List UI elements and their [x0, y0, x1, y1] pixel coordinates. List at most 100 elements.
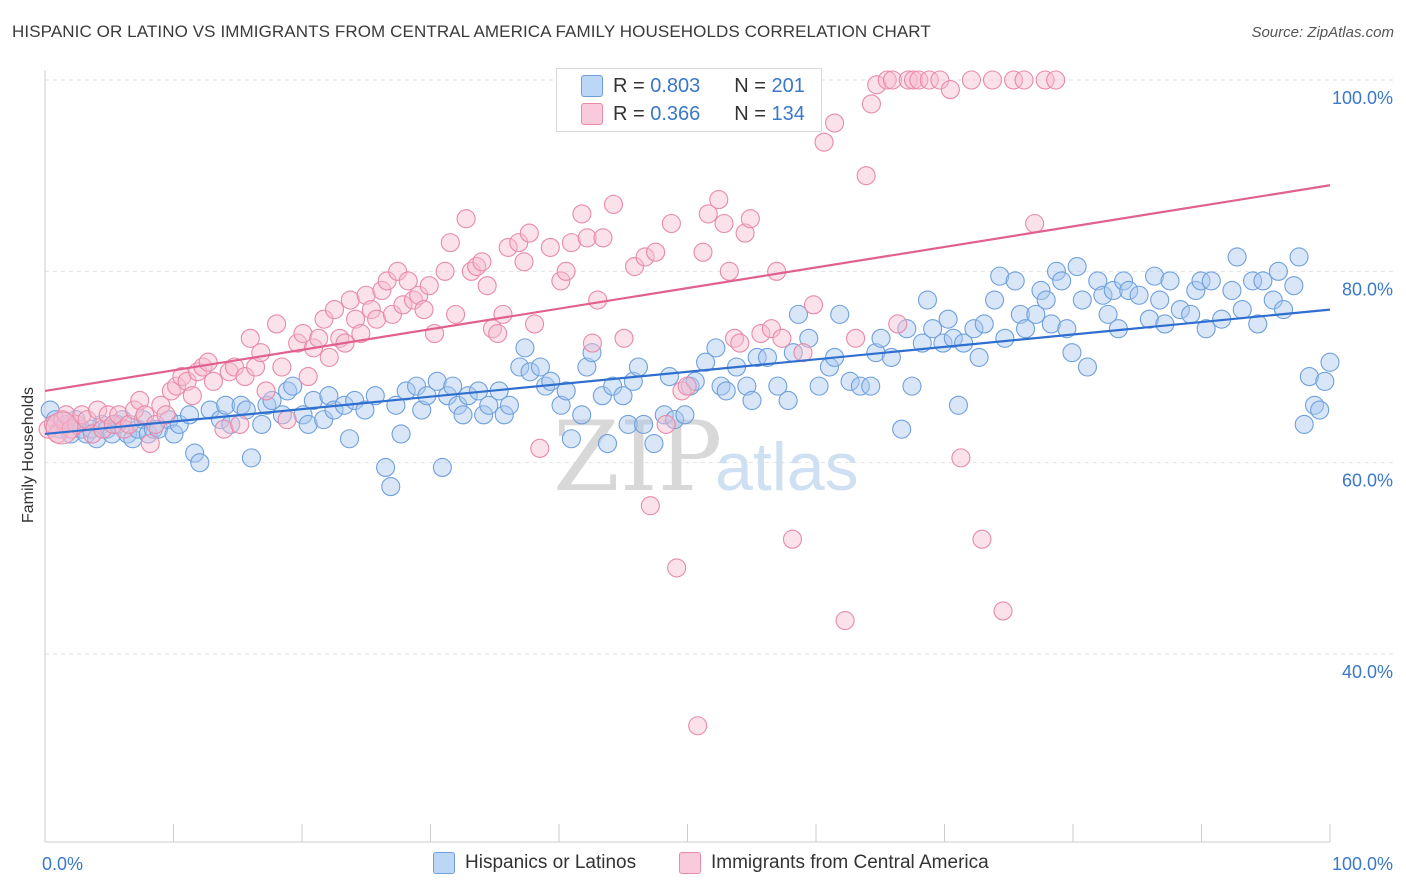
- point-central-america: [751, 323, 771, 344]
- point-central-america: [603, 194, 624, 214]
- point-hispanic: [969, 347, 989, 367]
- point-central-america: [993, 601, 1013, 621]
- point-hispanic: [376, 457, 396, 478]
- point-central-america: [230, 414, 250, 434]
- bottom-legend-swatch-pink: [679, 852, 701, 874]
- point-hispanic: [541, 371, 561, 391]
- point-central-america: [293, 323, 313, 344]
- point-hispanic: [613, 386, 633, 406]
- point-central-america: [324, 300, 345, 320]
- point-central-america: [556, 261, 576, 281]
- point-hispanic: [185, 443, 205, 463]
- point-central-america: [414, 300, 434, 320]
- point-hispanic: [706, 338, 726, 358]
- point-central-america: [1025, 213, 1045, 234]
- point-hispanic: [871, 328, 891, 348]
- point-central-america: [382, 304, 402, 324]
- point-hispanic: [850, 376, 870, 396]
- point-central-america: [98, 405, 118, 425]
- point-central-america: [593, 228, 613, 248]
- point-central-america: [846, 328, 866, 348]
- point-central-america: [446, 304, 466, 324]
- point-hispanic: [742, 390, 762, 411]
- point-hispanic: [1170, 300, 1190, 320]
- bottom-legend-item-hispanic: Hispanics or Latinos: [433, 852, 636, 874]
- point-hispanic: [1310, 400, 1330, 420]
- point-hispanic: [1294, 414, 1314, 434]
- point-hispanic: [1222, 280, 1242, 301]
- point-hispanic: [314, 410, 334, 430]
- point-hispanic: [582, 343, 602, 363]
- point-central-america: [903, 70, 924, 90]
- point-hispanic: [954, 333, 974, 353]
- point-central-america: [509, 233, 529, 253]
- point-hispanic: [788, 304, 809, 324]
- legend-n-label: N =: [734, 102, 766, 125]
- point-hispanic: [1191, 271, 1211, 291]
- point-hispanic: [634, 414, 654, 434]
- legend-n-label: N =: [734, 74, 766, 97]
- point-central-america: [309, 328, 329, 348]
- point-central-america: [277, 410, 297, 430]
- point-central-america: [514, 252, 534, 272]
- point-hispanic: [1077, 357, 1097, 377]
- point-central-america: [940, 80, 960, 100]
- point-hispanic: [716, 381, 736, 401]
- point-central-america: [356, 285, 376, 305]
- point-hispanic: [1284, 276, 1304, 296]
- point-hispanic: [1248, 314, 1268, 334]
- source-label: Source: ZipAtlas.com: [1251, 24, 1394, 41]
- point-hispanic: [432, 457, 452, 478]
- point-central-america: [156, 405, 176, 425]
- point-hispanic: [262, 390, 282, 411]
- point-central-america: [346, 309, 366, 329]
- point-hispanic: [1005, 271, 1025, 291]
- point-hispanic: [303, 390, 323, 411]
- point-central-america: [251, 343, 271, 363]
- point-central-america: [267, 314, 287, 334]
- point-hispanic: [1088, 271, 1108, 291]
- point-hispanic: [530, 357, 550, 377]
- point-central-america: [224, 357, 245, 377]
- trend-line-hispanic: [44, 308, 1331, 436]
- legend-row-hispanic: R = 0.803 N = 201: [557, 73, 805, 99]
- point-hispanic: [1036, 290, 1056, 310]
- point-central-america: [882, 70, 903, 90]
- point-central-america: [435, 261, 455, 281]
- point-hispanic: [892, 419, 912, 439]
- bottom-legend-label: Immigrants from Central America: [711, 852, 989, 873]
- point-central-america: [319, 347, 339, 367]
- point-central-america: [698, 204, 718, 224]
- point-hispanic: [577, 357, 597, 377]
- point-hispanic: [1046, 261, 1067, 281]
- point-central-america: [772, 328, 792, 348]
- legend-r-value: 0.366: [650, 102, 701, 125]
- watermark-atlas: atlas: [715, 429, 859, 505]
- point-hispanic: [1072, 290, 1092, 310]
- point-hispanic: [923, 319, 943, 339]
- point-central-america: [814, 132, 834, 152]
- point-hispanic: [938, 309, 958, 329]
- point-hispanic: [1268, 261, 1288, 281]
- bottom-legend-item-central-america: Immigrants from Central America: [679, 852, 989, 874]
- point-hispanic: [1227, 247, 1247, 267]
- point-central-america: [561, 233, 581, 253]
- point-central-america: [961, 70, 981, 90]
- point-central-america: [667, 558, 687, 578]
- point-central-america: [88, 400, 108, 420]
- point-central-america: [825, 113, 845, 133]
- point-central-america: [877, 70, 897, 90]
- point-hispanic: [897, 319, 917, 339]
- point-central-america: [1035, 70, 1055, 90]
- point-hispanic: [757, 347, 778, 367]
- point-central-america: [540, 237, 560, 257]
- point-hispanic: [809, 376, 829, 396]
- point-hispanic: [365, 386, 385, 406]
- bottom-legend-label: Hispanics or Latinos: [465, 852, 637, 873]
- point-hispanic: [1253, 271, 1273, 291]
- point-central-america: [625, 256, 645, 277]
- legend-n-value: 201: [771, 74, 805, 97]
- point-hispanic: [1320, 352, 1340, 372]
- point-hispanic: [675, 405, 695, 425]
